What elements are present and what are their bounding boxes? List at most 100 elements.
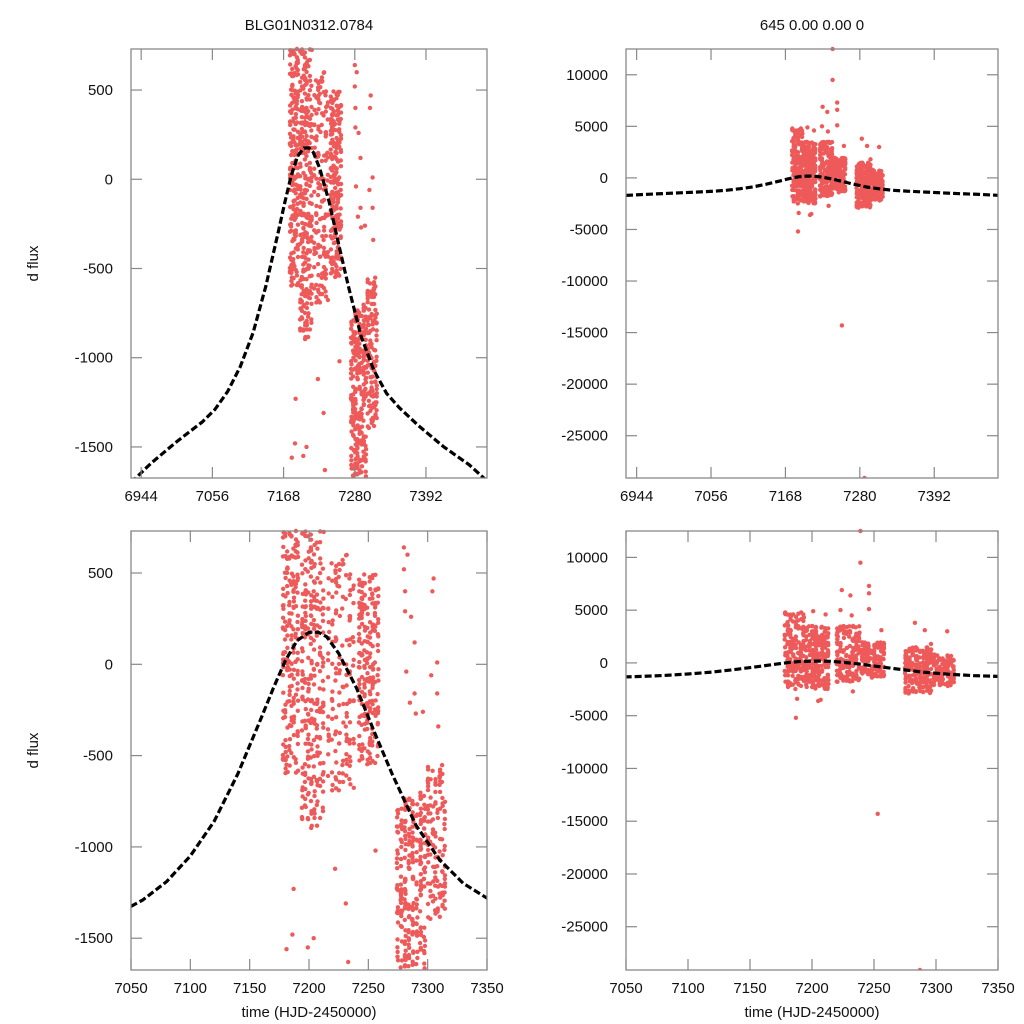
data-point xyxy=(425,776,431,781)
data-point xyxy=(402,855,407,860)
data-point xyxy=(291,732,297,738)
data-point xyxy=(334,166,339,171)
y-tick-label: 0 xyxy=(105,171,113,188)
data-point xyxy=(810,672,816,677)
data-point xyxy=(418,925,423,931)
data-point xyxy=(373,348,378,353)
data-point xyxy=(306,257,311,262)
data-point xyxy=(862,170,867,175)
data-point xyxy=(788,657,793,662)
data-point xyxy=(282,619,288,624)
data-point xyxy=(838,188,843,193)
data-point xyxy=(917,674,923,679)
data-point xyxy=(315,261,321,267)
data-point xyxy=(402,819,407,824)
data-point xyxy=(291,127,296,132)
data-point xyxy=(791,165,796,170)
data-point xyxy=(287,53,293,58)
data-point xyxy=(832,165,838,170)
data-point xyxy=(287,737,293,742)
data-point xyxy=(414,850,419,855)
data-point xyxy=(428,894,433,899)
data-point xyxy=(305,569,310,574)
data-point xyxy=(398,837,403,842)
data-point xyxy=(807,678,812,684)
data-point xyxy=(321,70,327,75)
data-point xyxy=(292,148,297,154)
data-point xyxy=(417,909,423,914)
data-point xyxy=(395,937,400,942)
data-point xyxy=(284,762,289,767)
data-point xyxy=(794,167,799,172)
data-point xyxy=(803,193,808,198)
data-point xyxy=(315,750,320,755)
data-point xyxy=(361,331,367,336)
x-tick-label: 7168 xyxy=(267,488,300,505)
data-point xyxy=(398,887,404,893)
data-point xyxy=(300,604,305,609)
data-point xyxy=(803,628,809,634)
data-point xyxy=(321,660,326,665)
data-point xyxy=(340,762,345,768)
data-point xyxy=(395,830,401,835)
data-point xyxy=(844,669,850,675)
data-point xyxy=(881,641,887,647)
data-point xyxy=(340,758,346,763)
data-point xyxy=(337,690,342,695)
data-point xyxy=(308,635,314,641)
data-point xyxy=(306,686,311,691)
data-point xyxy=(320,234,325,239)
data-point xyxy=(299,308,305,313)
data-point xyxy=(298,193,303,198)
data-point xyxy=(374,328,379,333)
data-point xyxy=(307,288,312,294)
x-tick-label: 7350 xyxy=(470,980,503,997)
data-point xyxy=(293,396,298,401)
data-point xyxy=(415,949,420,954)
data-point xyxy=(357,612,362,617)
data-point xyxy=(442,884,448,889)
data-point xyxy=(309,661,314,666)
data-point xyxy=(337,779,342,785)
data-point xyxy=(839,323,845,328)
data-point xyxy=(407,914,412,919)
data-point xyxy=(299,292,304,297)
data-point xyxy=(317,100,322,105)
x-tick-label: 7200 xyxy=(795,980,828,997)
data-point xyxy=(903,652,909,657)
data-point xyxy=(309,320,314,325)
data-point xyxy=(367,105,373,111)
data-point xyxy=(326,606,331,611)
data-point xyxy=(435,906,440,911)
data-point xyxy=(903,680,908,685)
data-point xyxy=(406,860,411,866)
data-point xyxy=(813,142,818,147)
y-tick-label: -10000 xyxy=(561,273,608,290)
y-tick-label: -25000 xyxy=(561,919,608,936)
data-point xyxy=(820,646,825,651)
data-point xyxy=(293,112,299,117)
data-point xyxy=(918,688,923,694)
data-point xyxy=(300,669,305,674)
data-point xyxy=(289,216,294,221)
data-point xyxy=(298,283,303,289)
data-point xyxy=(337,613,343,619)
data-point xyxy=(430,768,435,773)
data-point xyxy=(442,881,448,886)
data-point xyxy=(402,879,407,885)
data-point xyxy=(352,330,358,335)
data-point xyxy=(306,655,311,660)
data-point xyxy=(395,945,400,950)
data-point xyxy=(311,809,317,814)
data-point xyxy=(373,698,378,703)
data-point xyxy=(817,193,823,199)
data-point xyxy=(791,652,796,657)
data-point xyxy=(287,692,292,698)
data-points xyxy=(280,528,448,970)
data-point xyxy=(394,886,400,892)
data-point xyxy=(288,143,294,149)
data-point xyxy=(878,194,884,199)
data-point xyxy=(367,738,373,744)
data-point xyxy=(402,609,408,614)
data-point xyxy=(422,925,427,930)
